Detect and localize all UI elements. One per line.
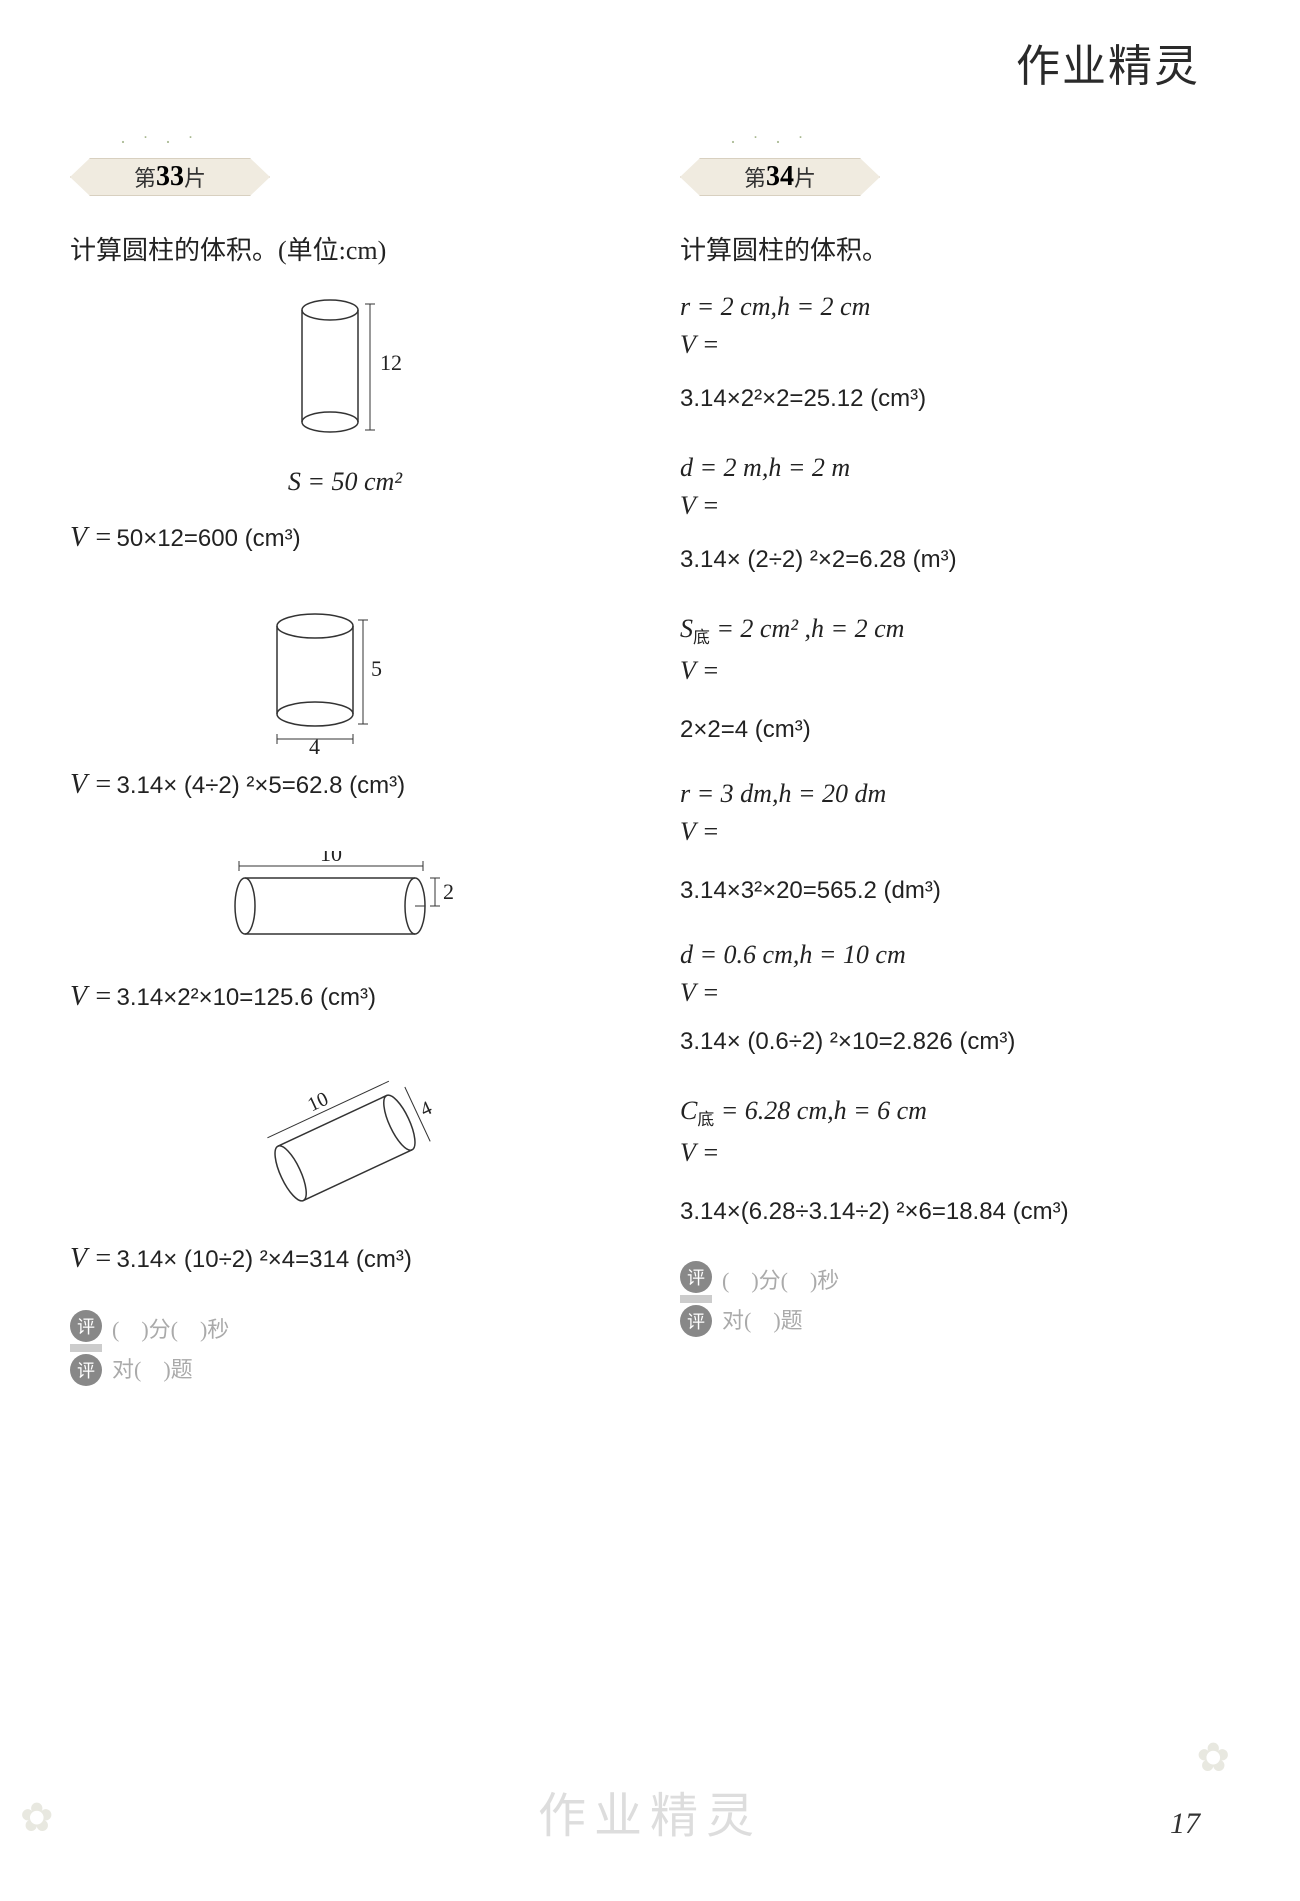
v-label: V =	[680, 1138, 1230, 1168]
v-label: V =	[70, 1243, 113, 1274]
answer-1: 50×12=600 (cm³)	[117, 525, 301, 552]
instruction-right: 计算圆柱的体积。	[680, 230, 1230, 267]
r-answer-5: 3.14× (0.6÷2) ²×10=2.826 (cm³)	[680, 1028, 1230, 1056]
badge-33: · ˙ · ˙ · 第 33 片	[70, 140, 270, 200]
r-problem-1: r = 2 cm,h = 2 cm V = 3.14×2²×2=25.12 (c…	[680, 292, 1230, 413]
fig-s-label: S = 50 cm²	[70, 467, 620, 497]
given-3: S底 = 2 cm² ,h = 2 cm	[680, 614, 1230, 648]
badge-prefix: 第	[744, 161, 766, 193]
column-left: · ˙ · ˙ · 第 33 片 计算圆柱的体积。(单位:cm) 12	[70, 140, 620, 1389]
watermark-top: 作业精灵	[1016, 30, 1200, 94]
fig-h: 12	[380, 350, 402, 375]
flower-icon: ✿	[20, 1794, 54, 1841]
eval-char1: 评	[70, 1310, 102, 1342]
badge-suffix: 片	[184, 161, 206, 193]
eval-box-left: 评 评 ( )分( )秒 对( )题	[70, 1310, 620, 1389]
r-answer-4: 3.14×3²×20=565.2 (dm³)	[680, 877, 1230, 905]
watermark-center: 作业精灵	[538, 1776, 762, 1846]
fig-d4: 4	[417, 1097, 435, 1121]
problem-1: 12 S = 50 cm² V = 50×12=600 (cm³)	[70, 292, 620, 554]
cylinder-icon: 5 4	[245, 604, 445, 754]
r-answer-2: 3.14× (2÷2) ²×2=6.28 (m³)	[680, 546, 1230, 574]
eval-char3: 评	[680, 1305, 712, 1337]
eval-char2	[680, 1295, 712, 1303]
fig-d2: 4	[309, 734, 320, 754]
r-problem-3: S底 = 2 cm² ,h = 2 cm V = 2×2=4 (cm³)	[680, 614, 1230, 744]
fig-l3: 10	[320, 851, 342, 866]
eval-line2: 对( )题	[112, 1350, 229, 1390]
v-label: V =	[70, 769, 113, 800]
eval-char1: 评	[680, 1261, 712, 1293]
r-answer-3: 2×2=4 (cm³)	[680, 716, 1230, 744]
column-right: · ˙ · ˙ · 第 34 片 计算圆柱的体积。 r = 2 cm,h = 2…	[680, 140, 1230, 1389]
given-6: C底 = 6.28 cm,h = 6 cm	[680, 1096, 1230, 1130]
given-4: r = 3 dm,h = 20 dm	[680, 779, 1230, 809]
eval-line1: ( )分( )秒	[722, 1261, 839, 1301]
badge-prefix: 第	[134, 161, 156, 193]
fig-h2: 5	[371, 656, 382, 681]
page-number: 17	[1170, 1807, 1200, 1841]
answer-2: 3.14× (4÷2) ²×5=62.8 (cm³)	[117, 772, 406, 799]
badge-number: 34	[766, 161, 794, 193]
r-answer-6: 3.14×(6.28÷3.14÷2) ²×6=18.84 (cm³)	[680, 1198, 1230, 1226]
v-label: V =	[680, 817, 1230, 847]
fig-r3: 2	[443, 879, 454, 904]
given-2: d = 2 m,h = 2 m	[680, 453, 1230, 483]
problem-3: 10 2 V = 3.14×2²×10=125.6 (cm³)	[70, 851, 620, 1013]
v-label: V =	[70, 522, 113, 553]
badge-34: · ˙ · ˙ · 第 34 片	[680, 140, 880, 200]
eval-line2: 对( )题	[722, 1301, 839, 1341]
answer-4: 3.14× (10÷2) ²×4=314 (cm³)	[117, 1246, 412, 1273]
r-problem-2: d = 2 m,h = 2 m V = 3.14× (2÷2) ²×2=6.28…	[680, 453, 1230, 574]
r-problem-5: d = 0.6 cm,h = 10 cm V = 3.14× (0.6÷2) ²…	[680, 940, 1230, 1056]
answer-3: 3.14×2²×10=125.6 (cm³)	[117, 984, 377, 1011]
cylinder-tilted-icon: 10 4	[235, 1073, 455, 1223]
flower-icon: ✿	[1196, 1734, 1230, 1781]
badge-number: 33	[156, 161, 184, 193]
problem-2: 5 4 V = 3.14× (4÷2) ²×5=62.8 (cm³)	[70, 604, 620, 801]
given-5: d = 0.6 cm,h = 10 cm	[680, 940, 1230, 970]
cylinder-horizontal-icon: 10 2	[215, 851, 475, 941]
v-label: V =	[680, 978, 1230, 1008]
r-answer-1: 3.14×2²×2=25.12 (cm³)	[680, 385, 1230, 413]
problem-4: 10 4 V = 3.14× (10÷2) ²×4=314 (cm³)	[70, 1073, 620, 1275]
eval-line1: ( )分( )秒	[112, 1310, 229, 1350]
r-problem-4: r = 3 dm,h = 20 dm V = 3.14×3²×20=565.2 …	[680, 779, 1230, 905]
instruction-left: 计算圆柱的体积。(单位:cm)	[70, 230, 620, 267]
v-label: V =	[680, 491, 1230, 521]
r-problem-6: C底 = 6.28 cm,h = 6 cm V = 3.14×(6.28÷3.1…	[680, 1096, 1230, 1226]
cylinder-vertical-icon: 12	[275, 292, 415, 452]
eval-box-right: 评 评 ( )分( )秒 对( )题	[680, 1261, 1230, 1340]
eval-char2	[70, 1344, 102, 1352]
v-label: V =	[70, 981, 113, 1012]
given-1: r = 2 cm,h = 2 cm	[680, 292, 1230, 322]
fig-l4: 10	[304, 1088, 331, 1116]
v-label: V =	[680, 330, 1230, 360]
eval-char3: 评	[70, 1354, 102, 1386]
badge-suffix: 片	[794, 161, 816, 193]
v-label: V =	[680, 656, 1230, 686]
